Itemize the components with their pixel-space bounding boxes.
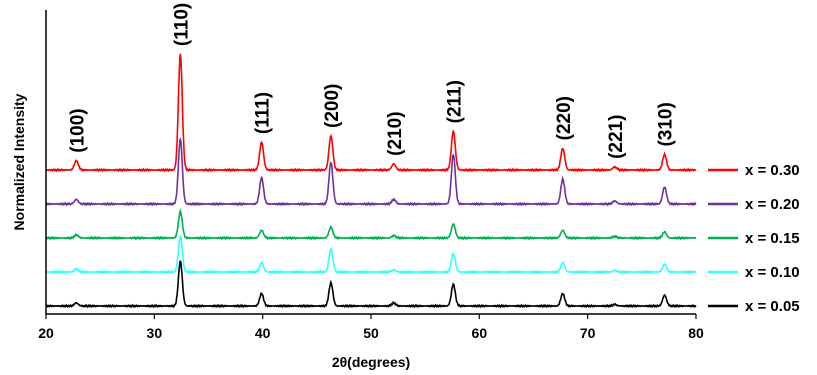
x-ticks: 20 30 40 50 60 70 80 — [38, 314, 704, 341]
peak-label: (100) — [67, 108, 88, 152]
x-tick-label: 20 — [38, 325, 54, 341]
series-line — [45, 260, 697, 309]
x-tick-label: 40 — [255, 325, 271, 341]
peak-label: (221) — [606, 115, 627, 159]
x-tick-label: 50 — [363, 325, 379, 341]
y-axis-title: Normalized Intensity — [11, 93, 27, 230]
legend: x = 0.30 x = 0.20 x = 0.15 x = 0.10 x = 0.05 — [708, 162, 800, 315]
legend-label: x = 0.05 — [745, 298, 800, 315]
plot-area — [45, 53, 697, 309]
x-tick-label: 80 — [688, 325, 704, 341]
peak-label: (211) — [444, 80, 465, 123]
series-line — [46, 53, 697, 173]
peak-label: (200) — [322, 84, 343, 128]
peak-label: (111) — [253, 92, 274, 134]
peak-label: (110) — [171, 3, 192, 46]
x-tick-label: 60 — [472, 325, 488, 341]
x-tick-label: 70 — [580, 325, 596, 341]
legend-label: x = 0.20 — [745, 196, 800, 213]
series-line — [45, 235, 697, 275]
peak-label: (310) — [656, 102, 677, 146]
peak-labels: (100) (110) (111) (200) (210) (211) (220) (221)… — [67, 3, 676, 159]
series-line — [45, 208, 697, 241]
legend-label: x = 0.10 — [745, 264, 800, 281]
series-line — [45, 136, 697, 207]
legend-label: x = 0.30 — [745, 162, 800, 179]
peak-label: (210) — [385, 111, 406, 155]
x-axis-title: 2θ(degrees) — [332, 354, 410, 370]
peak-label: (220) — [554, 96, 575, 140]
legend-label: x = 0.15 — [745, 230, 800, 247]
x-tick-label: 30 — [147, 325, 163, 341]
